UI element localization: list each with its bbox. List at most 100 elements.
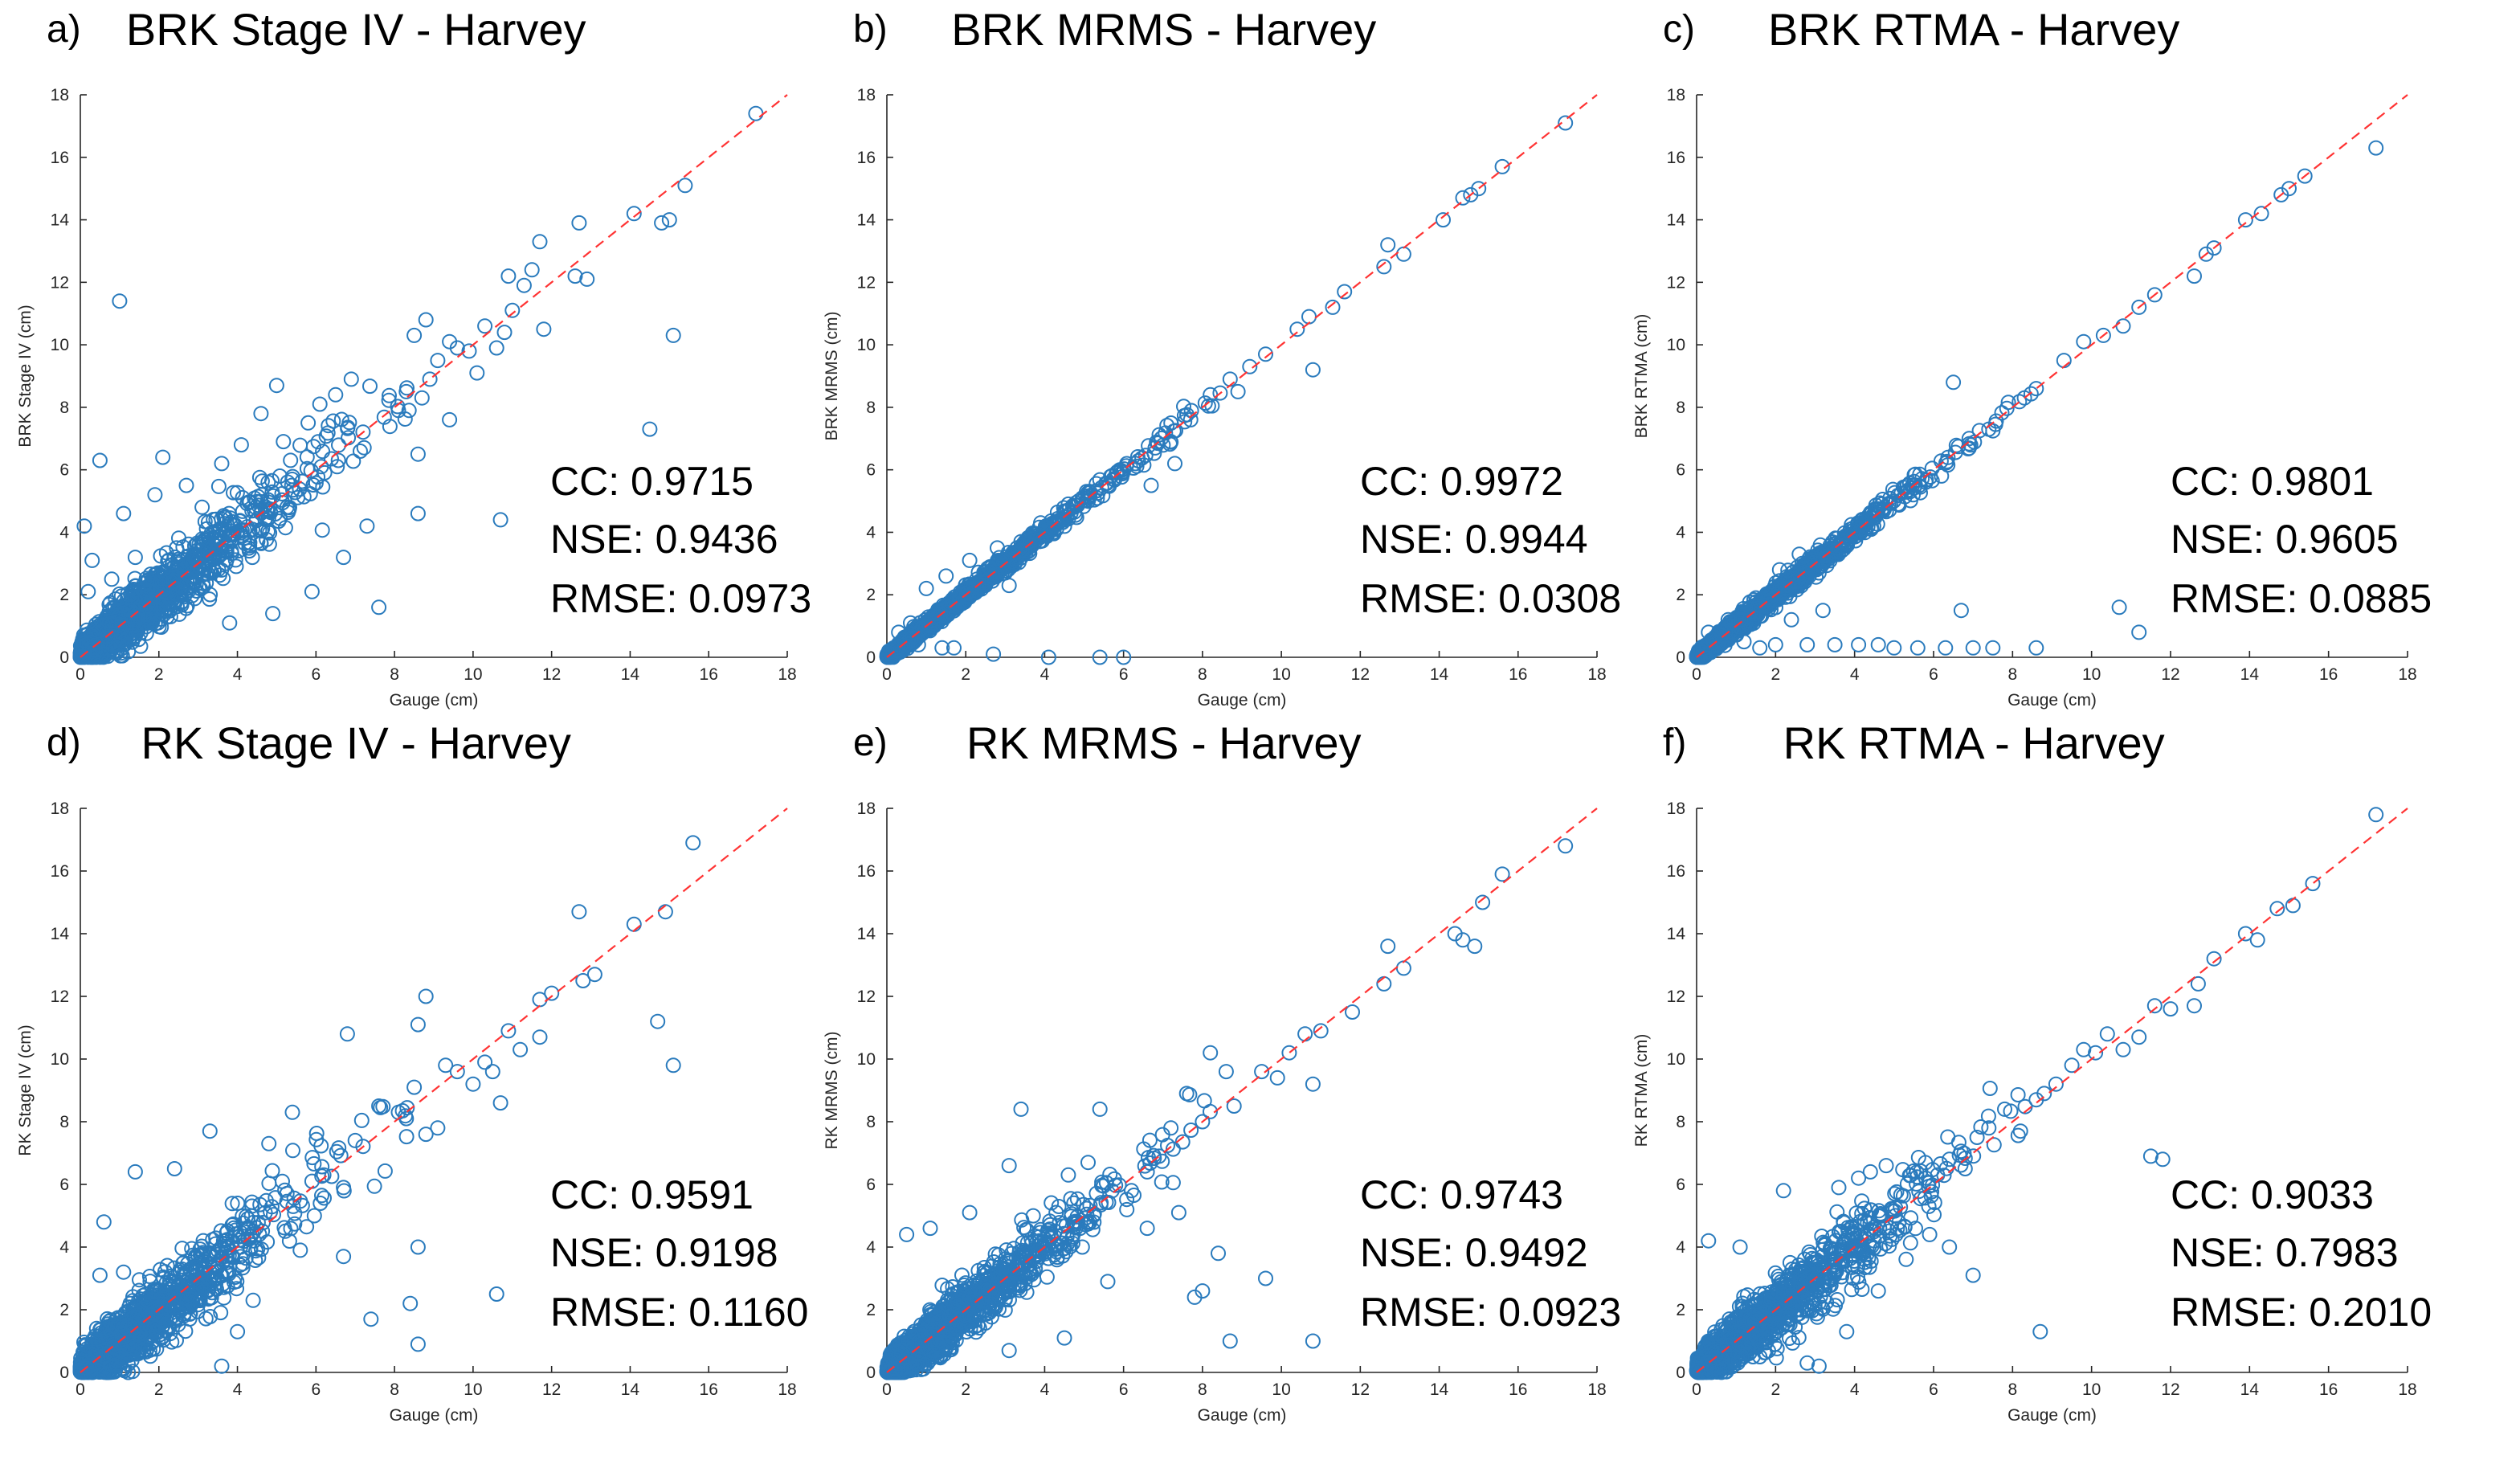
data-point <box>490 341 504 355</box>
data-point <box>81 585 95 599</box>
panel-1: a)BRK Stage IV - Harvey00224466881010121… <box>16 4 811 710</box>
y-tick-label: 0 <box>59 648 69 667</box>
data-point <box>572 216 586 230</box>
data-point <box>363 379 377 393</box>
y-tick-label: 18 <box>1667 86 1685 104</box>
data-point <box>990 541 1004 554</box>
data-point <box>1003 579 1016 592</box>
stat-cc: CC: 0.9715 <box>550 459 754 504</box>
data-point <box>284 453 297 467</box>
data-point <box>337 550 350 564</box>
data-point <box>357 441 371 455</box>
x-tick-label: 16 <box>700 1380 718 1399</box>
x-tick-label: 10 <box>464 665 482 684</box>
y-tick-label: 2 <box>1676 586 1685 604</box>
x-axis-label: Gauge (cm) <box>390 1406 479 1425</box>
x-tick-label: 6 <box>311 1380 321 1399</box>
data-point <box>1828 638 1842 652</box>
x-tick-label: 6 <box>1119 665 1129 684</box>
data-point <box>986 648 1000 661</box>
data-point <box>1852 638 1865 652</box>
y-tick-label: 2 <box>59 1301 69 1319</box>
data-point <box>1816 603 1830 617</box>
data-point <box>2239 213 2252 227</box>
data-point <box>1872 638 1885 652</box>
panel-letter: d) <box>47 722 81 764</box>
y-tick-label: 6 <box>866 461 876 480</box>
data-point <box>643 423 656 436</box>
y-tick-label: 16 <box>1667 149 1685 167</box>
panel-4: d)RK Stage IV - Harvey002244668810101212… <box>16 718 808 1425</box>
data-point <box>419 313 433 327</box>
x-tick-label: 12 <box>542 1380 561 1399</box>
data-point <box>663 213 676 227</box>
data-point <box>270 378 284 392</box>
data-point <box>2029 641 2043 655</box>
x-tick-label: 8 <box>390 1380 399 1399</box>
data-point <box>498 325 512 339</box>
data-point <box>920 582 933 595</box>
y-tick-label: 6 <box>1676 461 1685 480</box>
y-axis-label: RK Stage IV (cm) <box>16 1024 35 1155</box>
data-point <box>1911 641 1925 655</box>
data-point <box>266 607 280 620</box>
y-tick-label: 2 <box>866 586 876 604</box>
panel-letter: b) <box>853 8 888 51</box>
y-tick-label: 14 <box>1667 211 1686 230</box>
panel-title: BRK MRMS - Harvey <box>951 4 1376 55</box>
y-tick-label: 14 <box>51 211 70 230</box>
data-point <box>1306 363 1320 377</box>
y-tick-label: 4 <box>59 1238 69 1257</box>
y-tick-label: 8 <box>866 399 876 417</box>
data-point <box>1290 322 1304 336</box>
y-tick-label: 0 <box>866 648 876 667</box>
y-tick-label: 8 <box>1676 399 1685 417</box>
y-tick-label: 4 <box>866 523 876 542</box>
data-point <box>501 269 515 283</box>
stat-cc: CC: 0.9972 <box>1360 459 1563 504</box>
data-point <box>1436 213 1450 227</box>
x-tick-label: 0 <box>1692 665 1701 684</box>
data-point <box>316 523 329 537</box>
data-point <box>235 438 248 452</box>
data-point <box>415 391 429 405</box>
data-point <box>301 416 315 430</box>
stat-nse: NSE: 0.9436 <box>550 517 778 562</box>
x-tick-label: 8 <box>1198 665 1207 684</box>
x-tick-label: 12 <box>1351 665 1370 684</box>
panel-2: b)BRK MRMS - Harvey002244668810101212141… <box>823 4 1621 710</box>
y-tick-label: 8 <box>59 399 69 417</box>
y-axis-label: BRK RTMA (cm) <box>1632 314 1651 439</box>
x-tick-label: 18 <box>2398 665 2416 684</box>
x-tick-label: 12 <box>2161 665 2179 684</box>
y-tick-label: 16 <box>51 862 69 881</box>
panel-title: BRK Stage IV - Harvey <box>126 4 586 55</box>
data-point <box>411 448 425 461</box>
x-tick-label: 2 <box>961 665 970 684</box>
x-tick-label: 6 <box>1929 665 1938 684</box>
x-tick-label: 4 <box>233 665 243 684</box>
x-tick-label: 14 <box>621 665 640 684</box>
data-point <box>398 412 412 426</box>
stat-cc: CC: 0.9801 <box>2171 459 2374 504</box>
x-tick-label: 16 <box>2319 665 2338 684</box>
y-tick-label: 0 <box>1676 648 1685 667</box>
y-axis-label: BRK Stage IV (cm) <box>16 305 35 447</box>
data-point <box>505 304 519 317</box>
data-point <box>2187 269 2201 283</box>
data-point <box>2369 141 2383 155</box>
data-point <box>276 435 290 448</box>
data-point <box>223 616 236 630</box>
y-tick-label: 4 <box>1676 523 1685 542</box>
data-point <box>470 366 484 380</box>
data-point <box>85 554 99 567</box>
x-tick-label: 14 <box>1430 665 1449 684</box>
x-tick-label: 16 <box>700 665 718 684</box>
data-point <box>116 507 130 521</box>
data-point <box>353 444 367 458</box>
data-point <box>494 513 508 526</box>
y-tick-label: 6 <box>59 1176 69 1194</box>
x-tick-label: 0 <box>76 1380 85 1399</box>
data-point <box>172 531 186 545</box>
